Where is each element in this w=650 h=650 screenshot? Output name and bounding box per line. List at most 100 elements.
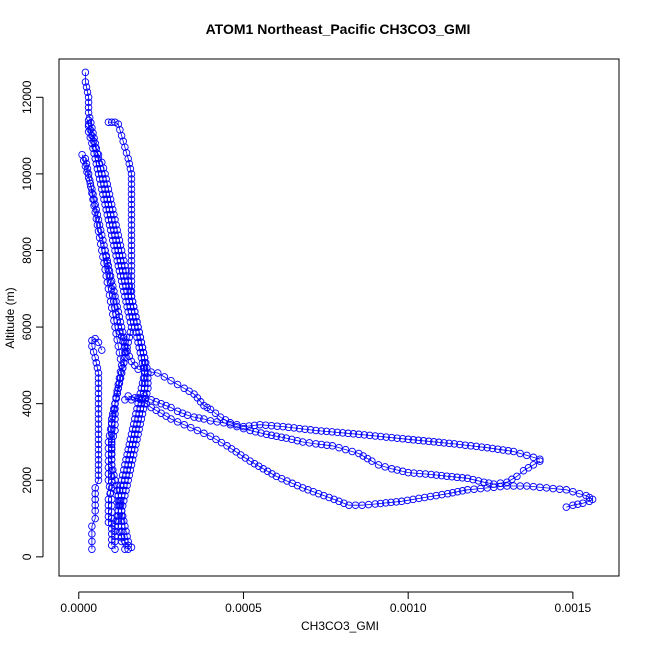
- data-point: [127, 241, 136, 250]
- data-point: [129, 420, 138, 428]
- data-point: [88, 131, 96, 140]
- data-point: [480, 478, 488, 486]
- data-point: [122, 456, 130, 464]
- data-point: [93, 149, 102, 158]
- data-point: [116, 528, 124, 536]
- data-point: [474, 477, 483, 485]
- data-point: [101, 170, 109, 178]
- data-point: [499, 446, 507, 454]
- data-point: [562, 486, 571, 494]
- data-point: [94, 405, 103, 413]
- data-point: [114, 517, 123, 525]
- data-point: [127, 195, 136, 204]
- data-point: [107, 200, 116, 209]
- data-point: [424, 437, 433, 446]
- data-point: [95, 159, 104, 168]
- data-point: [338, 429, 347, 437]
- data-point: [273, 422, 281, 430]
- data-point: [267, 431, 276, 440]
- data-point: [94, 450, 103, 459]
- x-tick-label: 0.0000: [60, 601, 97, 615]
- chart-title: ATOM1 Northeast_Pacific CH3CO3_GMI: [206, 21, 471, 37]
- data-point: [98, 346, 106, 354]
- data-point: [393, 434, 401, 442]
- data-point: [94, 420, 103, 428]
- data-point: [119, 337, 127, 346]
- data-point: [121, 461, 129, 469]
- data-point: [420, 493, 429, 502]
- data-point: [94, 410, 103, 418]
- data-point: [127, 246, 136, 255]
- data-point: [125, 282, 134, 290]
- data-point: [233, 422, 241, 431]
- data-point: [88, 342, 96, 350]
- data-point: [432, 471, 441, 479]
- data-point: [359, 452, 367, 460]
- data-point: [410, 469, 418, 477]
- data-point: [131, 308, 139, 316]
- data-point: [288, 435, 296, 444]
- data-point: [387, 498, 395, 507]
- data-point: [93, 210, 102, 219]
- data-point: [261, 421, 270, 429]
- data-point: [142, 399, 151, 408]
- data-point: [111, 410, 119, 418]
- data-point: [131, 394, 139, 402]
- data-point: [140, 353, 149, 362]
- data-point: [88, 537, 96, 546]
- data-point: [448, 472, 456, 481]
- data-point: [82, 159, 91, 168]
- x-tick-label: 0.0005: [225, 601, 262, 615]
- data-point: [239, 424, 248, 433]
- data-point: [127, 190, 136, 199]
- data-point: [94, 471, 103, 479]
- data-point: [123, 532, 131, 541]
- data-point: [569, 501, 577, 509]
- data-point: [107, 277, 116, 285]
- data-point: [94, 150, 103, 159]
- data-point: [127, 256, 136, 265]
- data-point: [112, 221, 120, 229]
- data-point: [257, 429, 265, 437]
- data-point: [124, 545, 132, 553]
- data-point: [127, 277, 136, 285]
- data-point: [99, 164, 108, 172]
- data-point: [107, 541, 116, 550]
- data-point: [94, 435, 103, 444]
- data-point: [121, 342, 129, 350]
- data-point: [268, 470, 276, 478]
- series-line: [128, 395, 594, 508]
- data-point: [312, 426, 320, 435]
- data-point: [126, 165, 135, 173]
- data-point: [116, 481, 125, 490]
- data-point: [90, 134, 98, 142]
- data-point: [393, 466, 401, 474]
- data-point: [88, 545, 96, 553]
- data-point: [94, 338, 103, 347]
- data-point: [107, 519, 116, 528]
- data-point: [129, 302, 138, 311]
- data-point: [173, 418, 182, 426]
- data-point: [360, 431, 369, 439]
- data-point: [127, 221, 136, 229]
- data-point: [89, 137, 98, 146]
- data-point: [113, 486, 121, 495]
- data-point: [219, 419, 228, 427]
- data-point: [472, 442, 481, 451]
- plot-frame: [58, 58, 620, 577]
- data-point: [105, 190, 114, 199]
- data-point: [127, 251, 136, 260]
- data-point: [137, 396, 146, 404]
- data-point: [574, 500, 582, 508]
- data-point: [293, 436, 302, 445]
- data-point: [91, 495, 99, 504]
- series-8: [101, 246, 544, 463]
- data-point: [211, 409, 220, 417]
- data-point: [127, 267, 136, 275]
- data-point: [246, 426, 254, 435]
- data-point: [585, 497, 594, 506]
- data-point: [144, 374, 152, 382]
- series-line: [104, 250, 541, 460]
- data-point: [299, 484, 307, 492]
